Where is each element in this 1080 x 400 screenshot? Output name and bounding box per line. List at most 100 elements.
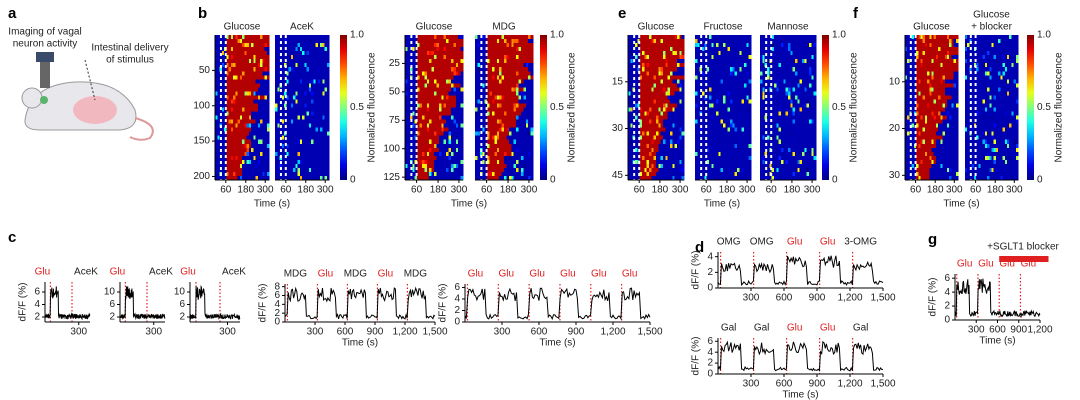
heatmap-cell: [458, 175, 461, 181]
heatmap-cell: [482, 111, 485, 116]
heatmap-cell: [275, 47, 278, 52]
heatmap-cell: [511, 159, 514, 165]
heatmap-cell: [695, 47, 698, 52]
heatmap-cell: [260, 111, 263, 116]
heatmap-cell: [405, 119, 408, 124]
heatmap-cell: [304, 59, 307, 64]
heatmap-cell: [513, 127, 517, 132]
heatmap-cell: [235, 131, 238, 136]
heatmap-cell: [681, 159, 685, 165]
heatmap-cell: [441, 123, 444, 128]
heatmap-cell: [228, 59, 232, 64]
heatmap-cell: [217, 83, 220, 88]
heatmap-cell: [414, 127, 418, 132]
heatmap-cell: [248, 67, 252, 72]
heatmap-cell: [501, 163, 505, 169]
heatmap-cell: [226, 91, 229, 96]
heatmap-cell: [324, 143, 328, 149]
heatmap-cell: [732, 67, 735, 72]
heatmap-cell: [217, 91, 220, 96]
heatmap-cell: [293, 43, 296, 48]
heatmap-cell: [295, 167, 298, 173]
heatmap-cell: [674, 35, 678, 40]
heatmap-cell: [644, 119, 647, 124]
heatmap-cell: [630, 99, 633, 104]
heatmap-cell: [674, 175, 678, 181]
heatmap-cell: [672, 51, 675, 56]
heatmap-cell: [441, 163, 444, 169]
heatmap-cell: [299, 115, 303, 120]
heatmap-cell: [706, 83, 710, 88]
heatmap-cell: [677, 59, 680, 64]
heatmap-cell: [226, 107, 229, 112]
heatmap-cell: [448, 127, 452, 132]
heatmap-cell: [677, 175, 680, 181]
heatmap-cell: [320, 171, 323, 177]
heatmap-cell: [511, 59, 514, 64]
heatmap-cell: [639, 59, 643, 64]
heatmap-cell: [639, 107, 643, 112]
heatmap-cell: [644, 151, 647, 157]
heatmap-cell: [453, 151, 457, 157]
heatmap-cell: [264, 95, 268, 100]
heatmap-cell: [458, 71, 461, 76]
heatmap-cell: [665, 99, 668, 104]
heatmap-cell: [718, 111, 721, 116]
heatmap-cell: [679, 63, 682, 68]
heatmap-cell: [504, 171, 507, 177]
heatmap-cell: [320, 175, 323, 181]
heatmap-cell: [438, 43, 442, 48]
heatmap-cell: [302, 91, 305, 96]
heatmap-cell: [628, 51, 631, 56]
heatmap-cell: [242, 115, 245, 120]
heatmap-cell: [239, 151, 243, 157]
heatmap-cell: [255, 95, 259, 100]
heatmap-cell: [677, 43, 680, 48]
heatmap-cell: [679, 55, 682, 60]
heatmap-cell: [508, 51, 512, 56]
heatmap-cell: [251, 127, 254, 132]
heatmap-cell: [649, 47, 652, 52]
heatmap-cell: [257, 75, 261, 80]
heatmap-cell: [242, 171, 245, 177]
heatmap-cell: [530, 123, 534, 128]
heatmap-cell: [326, 99, 330, 104]
heatmap-cell: [244, 43, 247, 48]
heatmap-cell: [262, 119, 265, 124]
heatmap-cell: [487, 131, 490, 136]
heatmap-cell: [290, 71, 294, 76]
heatmap-cell: [228, 39, 232, 44]
heatmap-cell: [230, 55, 234, 60]
heatmap-cell: [487, 115, 490, 120]
heatmap-cell: [215, 171, 218, 177]
heatmap-cell: [407, 131, 411, 136]
heatmap-cell: [446, 123, 449, 128]
heatmap-cell: [248, 155, 252, 161]
heatmap-cell: [670, 147, 673, 153]
heatmap-cell: [246, 95, 250, 100]
heatmap-cell: [221, 135, 225, 141]
heatmap-cell: [709, 35, 712, 40]
heatmap-cell: [653, 99, 657, 104]
heatmap-cell: [653, 147, 657, 153]
heatmap-cell: [260, 151, 263, 157]
heatmap-cell: [453, 71, 457, 76]
heatmap-cell: [489, 167, 493, 173]
heatmap-cell: [226, 103, 229, 108]
heatmap-cell: [702, 95, 705, 100]
heatmap-cell: [639, 47, 643, 52]
heatmap-cell: [304, 79, 307, 84]
heatmap-cell: [434, 159, 437, 165]
heatmap-cell: [235, 119, 238, 124]
heatmap-cell: [293, 91, 296, 96]
heatmap-cell: [674, 143, 678, 149]
heatmap-cell: [230, 75, 234, 80]
heatmap-cell: [635, 127, 638, 132]
heatmap-cell: [295, 47, 298, 52]
heatmap-cell: [628, 123, 631, 128]
heatmap-cell: [706, 79, 710, 84]
heatmap-cell: [716, 87, 719, 92]
heatmap-cell: [248, 75, 252, 80]
heatmap-cell: [419, 131, 423, 136]
heatmap-cell: [516, 39, 519, 44]
